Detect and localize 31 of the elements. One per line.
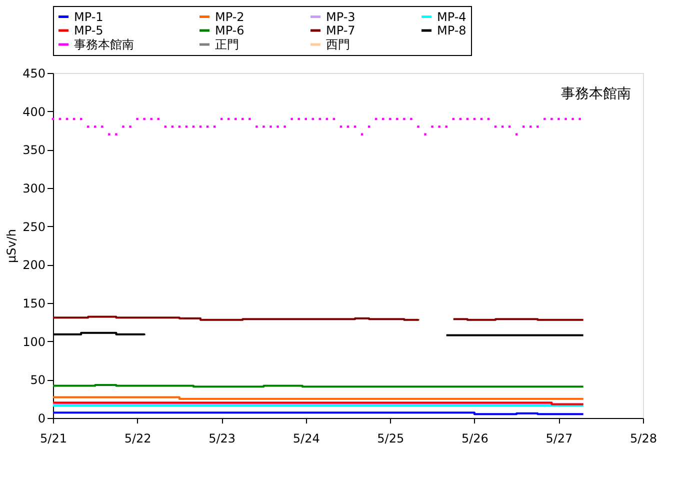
- legend-label: 事務本館南: [74, 38, 134, 52]
- x-tick-label: 5/23: [208, 432, 236, 446]
- y-tick-label: 150: [22, 296, 46, 310]
- legend-label: MP-6: [215, 24, 244, 38]
- legend-label: MP-4: [437, 10, 466, 24]
- y-tick-label: 400: [22, 104, 46, 119]
- y-tick-label: 200: [22, 258, 46, 272]
- legend-label: MP-8: [437, 24, 466, 38]
- y-tick-label: 0: [38, 412, 46, 426]
- y-tick-label: 450: [22, 66, 46, 80]
- y-tick-label: 300: [22, 182, 46, 196]
- x-tick-label: 5/25: [377, 432, 404, 446]
- legend-label: MP-3: [326, 10, 356, 24]
- x-tick-label: 5/21: [40, 432, 67, 446]
- y-tick-label: 250: [22, 220, 46, 234]
- legend-label: MP-7: [326, 24, 356, 38]
- y-tick-label: 350: [22, 143, 46, 158]
- x-tick-label: 5/26: [461, 432, 488, 446]
- legend-label: MP-1: [74, 10, 104, 24]
- x-tick-label: 5/22: [124, 432, 152, 446]
- x-tick-label: 5/24: [292, 432, 320, 446]
- legend-label: 西門: [326, 38, 350, 52]
- y-tick-label: 100: [22, 334, 46, 349]
- x-tick-label: 5/27: [546, 432, 573, 446]
- y-tick-label: 50: [30, 373, 46, 388]
- legend-label: MP-2: [215, 10, 244, 24]
- annotation: 事務本館南: [561, 86, 631, 102]
- x-tick-label: 5/28: [630, 432, 657, 446]
- legend-label: MP-5: [74, 24, 104, 38]
- y-axis-title: μSv/h: [4, 228, 19, 264]
- legend-label: 正門: [215, 38, 239, 52]
